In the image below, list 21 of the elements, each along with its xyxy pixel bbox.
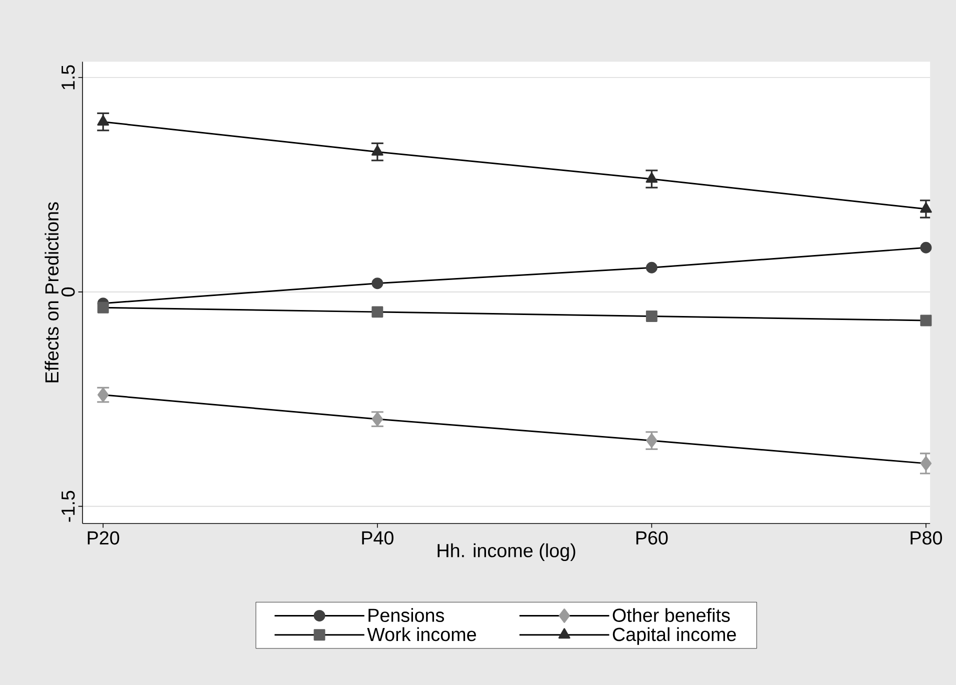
x-tick-label: P20: [88, 531, 120, 545]
legend-label: Work income: [367, 627, 476, 642]
point: [646, 310, 658, 322]
y-tick-label: -1.5: [62, 490, 75, 522]
x-tick-label: P60: [636, 531, 668, 545]
point: [97, 302, 109, 314]
point: [920, 314, 932, 326]
legend-label: Capital income: [612, 627, 736, 645]
x-axis-title: Hh. income (log): [438, 543, 576, 562]
point: [646, 262, 658, 274]
x-tick-label: P80: [910, 531, 942, 545]
legend-label: Pensions: [368, 608, 444, 622]
y-tick-label: 0: [61, 287, 75, 296]
y-axis-title: Effects on Predictions: [44, 202, 59, 382]
point: [920, 456, 932, 471]
point: [372, 278, 384, 290]
x-tick-label: P40: [362, 531, 394, 545]
y-tick-label: 1.5: [62, 65, 75, 90]
legend-label: Other benefits: [612, 608, 730, 622]
point: [920, 242, 932, 254]
point: [372, 306, 384, 318]
